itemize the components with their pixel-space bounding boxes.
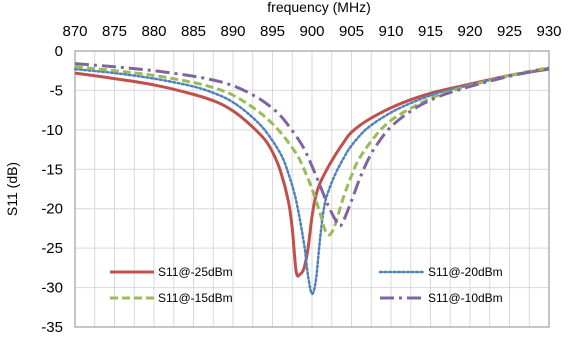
x-tick-label: 895 (260, 23, 285, 40)
legend-label: S11@-25dBm (158, 265, 233, 279)
x-tick-label: 875 (102, 23, 127, 40)
tick-labels: 870 875 880 885 890 895 900 905 910 915 920 925 930 0… (41, 23, 561, 336)
x-tick-label: 910 (378, 23, 403, 40)
legend: S11@-25dBm S11@-20dBm S11@-15dBm S11@-10dBm (110, 265, 503, 305)
y-tick-label: -10 (41, 122, 63, 139)
y-tick-label: -25 (41, 240, 63, 257)
x-tick-label: 905 (339, 23, 364, 40)
data-series (73, 62, 551, 296)
y-tick-label: -20 (41, 201, 63, 218)
x-tick-label: 930 (536, 23, 561, 40)
x-tick-label: 880 (141, 23, 166, 40)
y-axis-title: S11 (dB) (4, 162, 20, 216)
x-tick-label: 920 (457, 23, 482, 40)
plot-area-border (74, 50, 550, 328)
x-tick-label: 925 (497, 23, 522, 40)
y-tick-label: -30 (41, 280, 63, 297)
legend-label: S11@-20dBm (428, 265, 503, 279)
x-axis-title: frequency (MHz) (267, 0, 370, 15)
legend-label: S11@-10dBm (428, 291, 503, 305)
x-tick-label: 900 (299, 23, 324, 40)
grid-lines (74, 50, 550, 328)
series-line-3 (74, 65, 550, 237)
x-tick-label: 870 (62, 23, 87, 40)
x-tick-label: 890 (220, 23, 245, 40)
x-tick-label: 915 (418, 23, 443, 40)
legend-label: S11@-15dBm (158, 291, 233, 305)
y-tick-label: 0 (55, 43, 63, 60)
x-tick-label: 885 (181, 23, 206, 40)
y-tick-label: -5 (50, 82, 63, 99)
y-tick-label: -15 (41, 161, 63, 178)
series-line-4 (74, 62, 550, 228)
y-tick-label: -35 (41, 319, 63, 336)
series-line-2 (73, 67, 551, 296)
